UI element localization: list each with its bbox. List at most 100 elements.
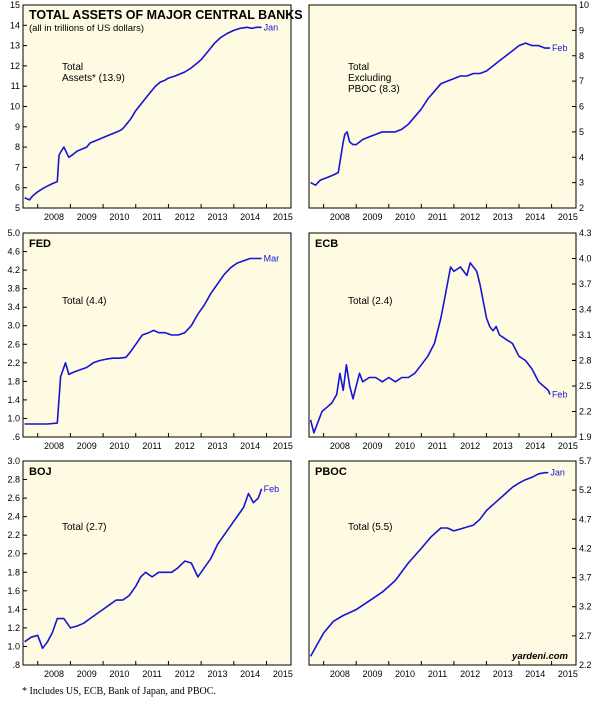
chart-title: TOTAL ASSETS OF MAJOR CENTRAL BANKS [29,8,303,22]
x-tick-label: 2011 [142,669,161,679]
y-tick-label: 2.0 [7,549,20,559]
x-tick-label: 2008 [330,212,350,222]
plot-area [308,4,577,209]
end-label: Feb [552,43,568,53]
x-tick-label: 2013 [207,669,227,679]
x-tick-label: 2008 [44,669,64,679]
series-label: Assets* (13.9) [62,73,125,84]
y-tick-label: 2.2 [7,358,20,368]
y-tick-label: 1.9 [579,432,592,442]
x-tick-label: 2014 [525,441,545,451]
x-tick-label: 2015 [273,441,293,451]
series-label: Total (2.4) [348,296,392,307]
x-tick-label: 2015 [273,212,293,222]
x-tick-label: 2011 [428,212,447,222]
y-tick-label: 1.4 [7,395,20,405]
chart-panel-5: 2.2 2.7 3.2 3.7 4.2 4.7 5.2 5.7 2008 2009 2010 2011… [308,456,592,679]
y-tick-label: 10 [579,0,589,10]
chart-subtitle: (all in trillions of US dollars) [29,23,144,34]
series-label: Total [348,62,369,73]
plot-area [22,4,292,209]
y-tick-label: 2.5 [579,381,592,391]
end-label: Feb [552,390,568,400]
series-line [24,26,262,201]
y-tick-label: 2.4 [7,512,20,522]
y-tick-label: 4 [579,152,584,162]
y-tick-label: 6 [15,183,20,193]
y-tick-label: 3.4 [579,305,592,315]
x-tick-label: 2014 [240,212,260,222]
y-tick-label: 4.6 [7,247,20,257]
x-tick-label: 2015 [558,441,578,451]
y-tick-label: 8 [579,51,584,61]
x-tick-label: 2008 [44,441,64,451]
y-tick-label: 10 [10,102,20,112]
y-tick-label: .6 [12,432,20,442]
y-tick-label: 1.8 [7,376,20,386]
series-line [24,488,263,650]
x-tick-label: 2010 [395,212,415,222]
x-tick-label: 2011 [142,441,161,451]
x-tick-label: 2014 [525,669,545,679]
plot-area [308,460,577,666]
series-label: Total [62,62,83,73]
end-label: Feb [264,484,280,494]
x-tick-label: 2013 [207,441,227,451]
chart-panel-2: .6 1.0 1.4 1.8 2.2 2.6 3.0 3.4 3.8 4.2 4.6 5.0 2008 2… [7,228,292,451]
footnote: * Includes US, ECB, Bank of Japan, and P… [22,686,216,697]
y-tick-label: 3.7 [579,573,592,583]
y-tick-label: 11 [11,81,20,91]
y-tick-label: 2 [579,203,584,213]
plot-area [308,232,577,438]
y-tick-label: 1.0 [7,641,20,651]
y-tick-label: 9 [579,25,584,35]
y-tick-label: 4.3 [579,228,592,238]
x-tick-label: 2015 [273,669,293,679]
y-tick-label: 1.2 [7,623,20,633]
end-label: Jan [264,22,279,32]
x-tick-label: 2010 [395,669,415,679]
x-tick-label: 2009 [362,669,382,679]
y-tick-label: 7 [579,76,584,86]
x-tick-label: 2012 [460,212,480,222]
series-label: Total (5.5) [348,522,392,533]
plot-area [22,460,292,666]
x-tick-label: 2011 [142,212,161,222]
series-label: Total (2.7) [62,522,106,533]
y-tick-label: 3.0 [7,321,20,331]
y-tick-label: 5.0 [7,228,20,238]
y-tick-label: 6 [579,102,584,112]
watermark: yardeni.com [511,651,569,662]
chart-title: ECB [315,238,338,250]
y-tick-label: 2.2 [579,660,592,670]
x-tick-label: 2012 [460,669,480,679]
end-label: Mar [264,254,280,264]
series-line [309,471,549,657]
y-tick-label: 2.2 [579,407,592,417]
chart-panel-1: 2 3 4 5 6 7 8 9 10 2008 2009 2010 2011 2012 2013 2014 20… [308,0,589,222]
x-tick-label: 2008 [330,669,350,679]
series-label: Total (4.4) [62,296,106,307]
x-tick-label: 2013 [493,669,513,679]
y-tick-label: 8 [15,142,20,152]
x-tick-label: 2014 [525,212,545,222]
y-tick-label: 4.7 [579,514,592,524]
y-tick-label: 2.6 [7,339,20,349]
y-tick-label: 5 [579,127,584,137]
y-tick-label: 1.6 [7,586,20,596]
x-tick-label: 2008 [330,441,350,451]
x-tick-label: 2013 [493,212,513,222]
x-tick-label: 2008 [44,212,64,222]
x-tick-label: 2010 [109,441,129,451]
y-tick-label: .8 [12,660,20,670]
series-label: Excluding [348,73,391,84]
chart-title: BOJ [29,466,52,478]
y-tick-label: 3 [579,178,584,188]
y-tick-label: 2.6 [7,493,20,503]
x-tick-label: 2009 [77,212,97,222]
x-tick-label: 2012 [460,441,480,451]
x-tick-label: 2014 [240,669,260,679]
x-tick-label: 2011 [428,669,447,679]
plot-area [22,232,292,438]
y-tick-label: 7 [15,162,20,172]
